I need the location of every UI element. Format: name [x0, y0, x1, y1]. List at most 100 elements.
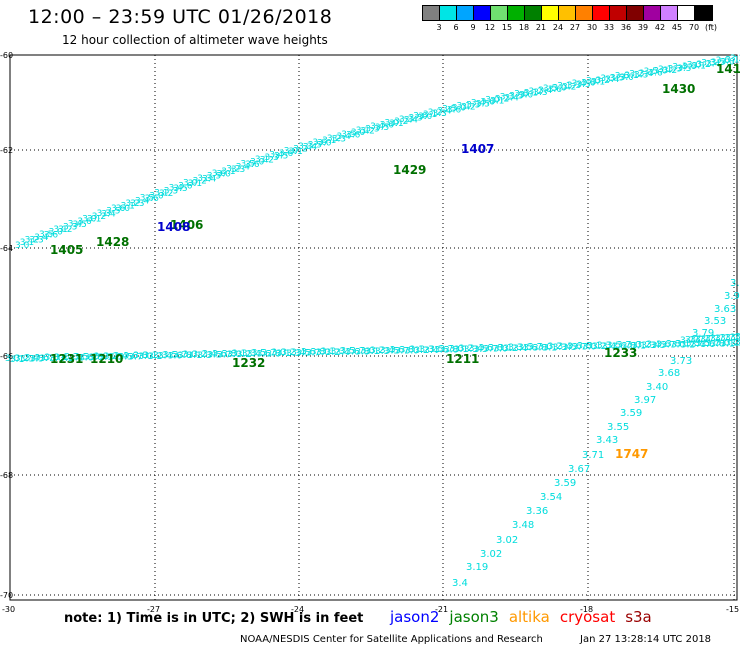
swh-reading: 3.3	[419, 345, 433, 355]
swh-reading: 3.1	[87, 215, 101, 225]
swh-reading: 3.79	[692, 328, 714, 339]
legend-swatch	[627, 6, 644, 20]
swh-reading: 3.71	[582, 450, 604, 461]
swh-reading: 3.8	[533, 344, 548, 354]
longitude-label: -24	[291, 605, 304, 614]
swh-reading: 3.4	[706, 60, 721, 70]
swh-reading: 3.6	[245, 160, 260, 170]
swh-reading: 3.4	[404, 116, 419, 126]
legend-swatch	[491, 6, 508, 20]
swh-reading: 3.7	[706, 339, 720, 349]
swh-reading: 3.3	[668, 64, 682, 74]
swh-reading: 3.2	[361, 127, 375, 137]
swh-reading: 3.0	[271, 348, 286, 358]
swh-reading: 3.3	[464, 345, 478, 355]
legend-swatch	[678, 6, 695, 20]
swh-reading: 3.8	[444, 345, 459, 355]
swh-reading: 3.8	[45, 353, 60, 363]
satellite-jason3: jason3	[449, 608, 499, 626]
swh-reading: 3.2	[529, 87, 543, 97]
swh-reading: 3.7	[715, 334, 729, 344]
swh-reading: 3.53	[704, 316, 726, 327]
swh-reading: 3.6	[648, 68, 663, 78]
swh-reading: 3.4	[572, 79, 587, 89]
swh-reading: 3.0	[94, 352, 109, 362]
swh-reading: 3.5	[711, 58, 725, 68]
swh-reading: 3.1	[591, 78, 605, 88]
swh-reading: 3.97	[634, 395, 656, 406]
swh-reading: 3.0	[715, 339, 730, 349]
legend-swatch	[440, 6, 457, 20]
swh-reading: 3.1	[490, 96, 504, 106]
legend-swatch	[610, 6, 627, 20]
swh-reading: 3.3	[153, 351, 167, 361]
swh-reading: 3.3	[533, 88, 547, 98]
swh-reading: 3.6	[612, 342, 627, 352]
swh-reading: 3.0	[360, 346, 375, 356]
swh-reading: 3.1	[498, 343, 512, 353]
swh-reading: 3.1	[53, 225, 67, 235]
swh-reading: 3.5	[74, 353, 88, 363]
pass-time-label: 1408	[157, 220, 190, 234]
swh-reading: 3.2	[159, 189, 173, 199]
swh-reading: 3.4	[158, 352, 173, 362]
swh-reading: 3.1	[20, 238, 34, 248]
swh-reading: 3.3	[332, 135, 346, 145]
swh-reading: 3.8	[311, 347, 326, 357]
swh-reading: 3.2	[663, 66, 677, 76]
swh-reading: 3.4	[68, 220, 83, 230]
swh-reading: 3.0	[217, 170, 232, 180]
swh-reading: 3.5	[677, 64, 691, 74]
pass-time-label: 1429	[393, 163, 426, 177]
swh-reading: 3.8	[133, 351, 148, 361]
swh-reading: 3.2	[25, 236, 39, 246]
swh-reading: 3.1	[276, 349, 290, 359]
swh-reading: 3.2	[58, 225, 72, 235]
swh-reading: 3.0	[653, 67, 668, 77]
pass-time-label: 1232	[232, 356, 265, 370]
swh-reading: 3.4	[605, 75, 620, 85]
swh-reading: 3.6	[212, 169, 227, 179]
swh-reading: 3.2	[226, 164, 240, 174]
swh-reading: 3.5	[696, 339, 710, 349]
swh-reading: 3.7	[661, 341, 675, 351]
swh-reading: 3.7	[572, 343, 586, 353]
swh-reading: 3.1	[154, 189, 168, 199]
swh-reading: 3.0	[620, 73, 635, 83]
swh-reading: 3.4	[730, 278, 740, 289]
swh-reading: 3.2	[237, 350, 251, 360]
swh-reading: 3.2	[326, 348, 340, 358]
swh-reading: 3.0	[149, 191, 164, 201]
swh-reading: 3.3	[298, 142, 312, 152]
swh-reading: 3.0	[552, 83, 567, 93]
swh-reading: 3.3	[197, 351, 211, 361]
swh-reading: 3.4	[135, 196, 150, 206]
legend-swatch	[542, 6, 559, 20]
swh-reading: 3.2	[636, 340, 650, 350]
swh-reading: 3.7	[680, 336, 694, 346]
swh-reading: 3.3	[20, 355, 34, 365]
swh-reading: 3.2	[125, 199, 139, 209]
swh-reading: 3.0	[49, 228, 64, 238]
swh-reading: 3.2	[370, 346, 384, 356]
swh-reading: 3.0	[418, 112, 433, 122]
swh-reading: 3.2	[281, 348, 295, 358]
legend-swatch	[559, 6, 576, 20]
swh-reading: 3.0	[116, 204, 131, 214]
swh-reading: 3.4	[101, 209, 116, 219]
swh-reading: 3.3	[286, 349, 300, 359]
swh-reading: 3.7	[395, 347, 409, 357]
longitude-label: -27	[147, 605, 160, 614]
swh-reading: 3.6	[514, 90, 529, 100]
legend-label: 70	[688, 23, 700, 32]
legend-swatch	[576, 6, 593, 20]
swh-reading: 3.6	[390, 346, 405, 356]
swh-reading: 3.1	[410, 345, 424, 355]
legend-swatch	[474, 6, 491, 20]
swh-reading: 3.2	[394, 117, 408, 127]
swh-reading: 3.3	[686, 339, 700, 349]
swh-reading: 3.3	[242, 349, 256, 359]
swh-reading: 3.2	[293, 145, 307, 155]
legend-label: 24	[552, 23, 564, 32]
swh-reading: 3.7	[84, 352, 98, 362]
